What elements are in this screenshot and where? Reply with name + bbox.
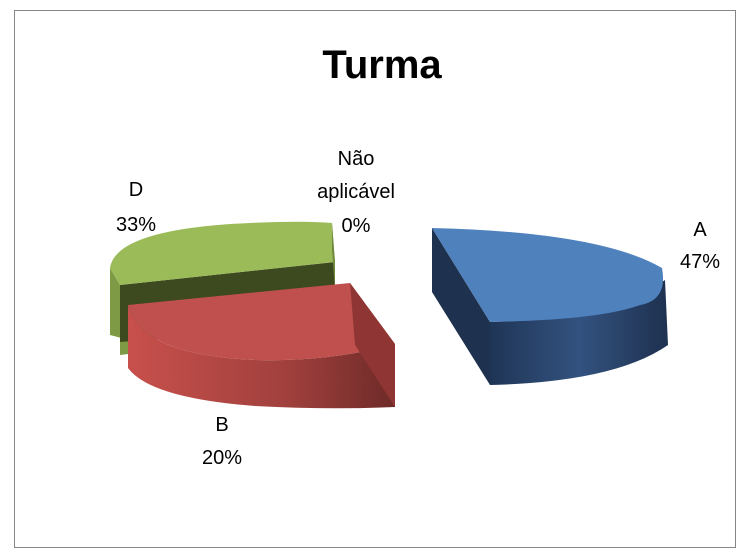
- data-label-d: D 33%: [116, 179, 156, 236]
- chart-title: Turma: [322, 43, 442, 87]
- pie-slice-a: [432, 228, 668, 385]
- data-label-a: A 47%: [680, 219, 720, 273]
- label-d-category: D: [129, 179, 143, 201]
- label-d-percent: 33%: [116, 214, 156, 236]
- label-a-percent: 47%: [680, 251, 720, 273]
- label-b-category: B: [215, 414, 228, 436]
- label-b-percent: 20%: [202, 447, 242, 469]
- data-label-b: B 20%: [202, 414, 242, 469]
- label-a-category: A: [693, 219, 707, 241]
- label-na-line2: aplicável: [317, 181, 395, 203]
- label-na-percent: 0%: [342, 215, 371, 237]
- label-na-line1: Não: [338, 148, 375, 170]
- data-label-nao-aplicavel: Não aplicável 0%: [317, 148, 395, 237]
- pie-slice-b: [128, 283, 395, 409]
